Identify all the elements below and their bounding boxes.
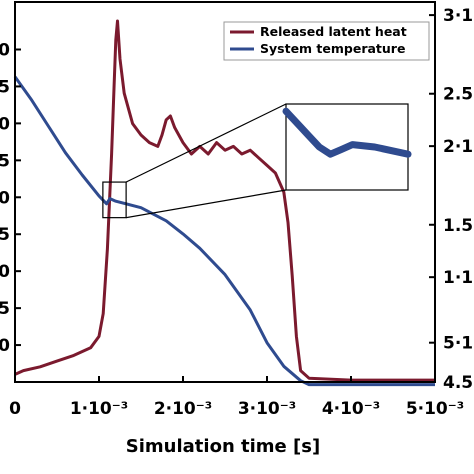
right-tick-label: 5·1	[443, 334, 473, 354]
left-tick-label: 5	[0, 225, 10, 245]
x-tick-label: 2·10⁻³	[154, 399, 212, 419]
zoom-connector-top	[125, 103, 287, 183]
series-line-1	[13, 75, 435, 387]
x-axis-title: Simulation time [s]	[126, 436, 320, 457]
right-tick-label: 2·1	[443, 137, 473, 157]
inset-temperature-line	[282, 107, 412, 158]
inset-layer	[102, 103, 412, 219]
right-tick-label: 4.5	[443, 373, 473, 393]
legend: Released latent heat System temperature	[223, 21, 430, 61]
zoom-region-box	[102, 181, 127, 219]
left-tick-label: 0	[0, 262, 10, 282]
plot-background	[15, 2, 435, 382]
left-tick-label: 5	[0, 299, 10, 319]
x-tick-label: 5·10⁻³	[406, 399, 464, 419]
right-axis-ticks: 3·1 2.5 2·1 1.5 1·1 5·1 4.5	[429, 6, 473, 393]
left-tick-label: 0	[0, 114, 10, 134]
left-tick-label: 0	[0, 41, 10, 61]
legend-label-latent-heat: Released latent heat	[260, 24, 407, 39]
right-tick-label: 1·1	[443, 268, 473, 288]
x-tick-label: 1·10⁻³	[70, 399, 128, 419]
zoom-connector-bottom	[126, 189, 287, 219]
left-tick-label: 0	[0, 336, 10, 356]
series-line-0	[14, 19, 435, 382]
legend-box	[223, 21, 430, 61]
x-tick-label: 0	[9, 399, 21, 419]
x-tick-label: 4·10⁻³	[322, 399, 380, 419]
series-layer	[13, 19, 435, 387]
plot-frame	[14, 1, 436, 383]
right-tick-label: 2.5	[443, 85, 473, 105]
right-tick-label: 3·1	[443, 6, 473, 26]
left-tick-label: 0	[0, 188, 10, 208]
left-tick-label: 5	[0, 151, 10, 171]
x-axis-ticks: 0 1·10⁻³ 2·10⁻³ 3·10⁻³ 4·10⁻³ 5·10⁻³	[9, 376, 464, 419]
x-tick-label: 3·10⁻³	[238, 399, 296, 419]
right-tick-label: 1.5	[443, 216, 473, 236]
legend-label-temperature: System temperature	[260, 41, 405, 56]
left-axis-ticks: 0 5 0 5 0 5 0 5 0	[0, 41, 21, 356]
left-tick-label: 5	[0, 77, 10, 97]
